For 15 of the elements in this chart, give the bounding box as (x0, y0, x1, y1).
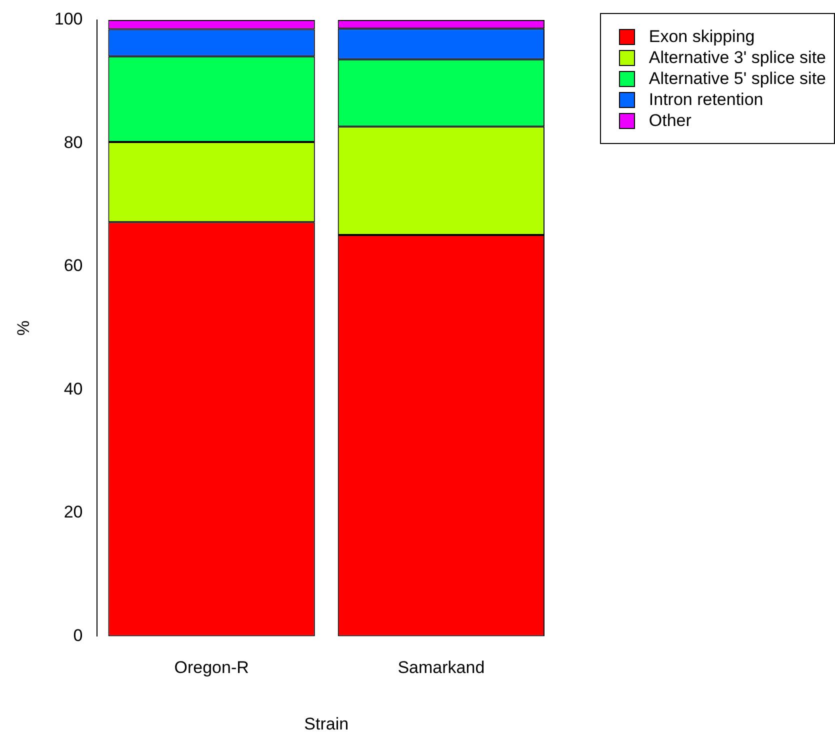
y-tick-label: 40 (64, 379, 83, 398)
x-tick-label: Samarkand (398, 658, 485, 678)
legend-label: Other (648, 110, 692, 131)
legend-label: Intron retention (648, 89, 764, 110)
y-tick-label: 100 (54, 10, 83, 29)
y-tick-label: 20 (64, 502, 83, 522)
y-axis-title: % (14, 320, 33, 336)
y-tick-label: 0 (73, 626, 83, 645)
legend-label: Alternative 5' splice site (648, 68, 826, 89)
x-axis-title: Strain (304, 714, 349, 734)
legend-label: Alternative 3' splice site (648, 47, 826, 68)
x-tick-label: Oregon-R (174, 658, 249, 678)
y-tick-label: 60 (64, 256, 83, 276)
y-tick-label: 80 (64, 132, 83, 152)
legend-label: Exon skipping (648, 26, 755, 47)
